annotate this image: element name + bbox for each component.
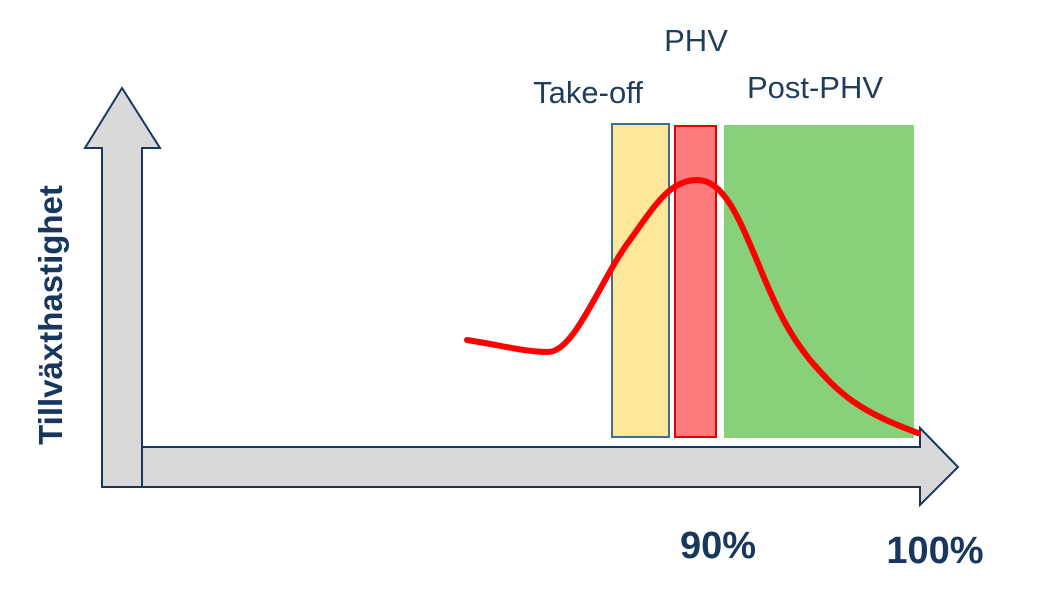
x-axis-arrow	[141, 425, 960, 508]
phase-label: Take-off	[533, 75, 643, 110]
x-marker-label: 90%	[680, 525, 756, 567]
phase-label: Post-PHV	[747, 70, 883, 105]
phv-box	[674, 125, 717, 438]
take-off-box	[611, 123, 670, 438]
growth-curve	[464, 176, 921, 436]
y-axis-label: Tillväxthastighet	[32, 185, 69, 445]
y-axis-arrow	[83, 86, 162, 488]
x-marker-label: 100%	[886, 530, 983, 572]
post-phv-box	[724, 125, 914, 438]
phase-label: PHV	[664, 23, 728, 58]
